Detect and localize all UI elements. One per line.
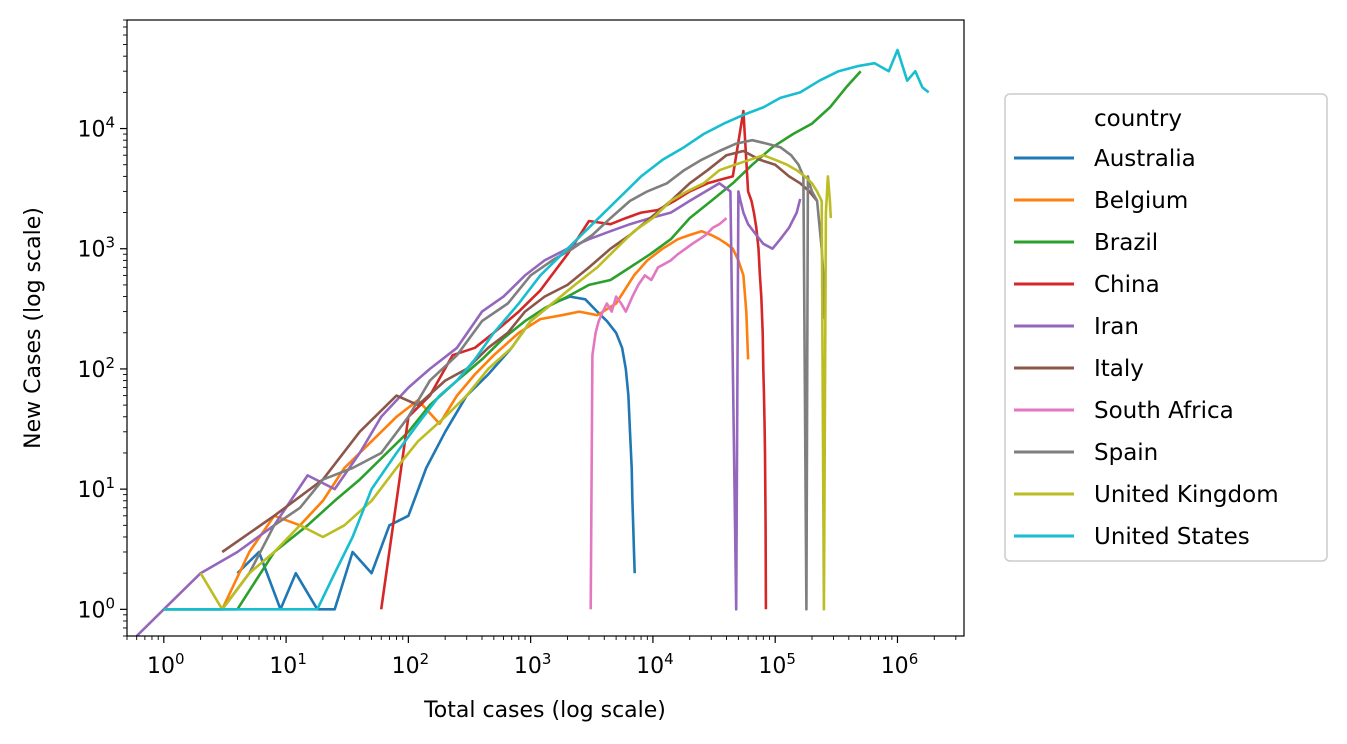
series-line-italy	[221, 149, 819, 554]
x-axis: 100 101 102 103 104 105 106	[126, 636, 957, 679]
y-tick-label: 104	[77, 114, 115, 143]
series-layer	[135, 48, 930, 636]
legend-label-italy: Italy	[1094, 356, 1144, 382]
x-axis-label: Total cases (log scale)	[423, 698, 666, 723]
legend-label-china: China	[1094, 272, 1160, 298]
legend-label-united-states: United States	[1094, 524, 1250, 550]
y-tick-label: 100	[77, 594, 115, 623]
x-tick-label: 100	[147, 650, 185, 679]
series-line-iran	[135, 182, 802, 636]
x-tick-label: 102	[392, 650, 430, 679]
legend-title: country	[1094, 106, 1182, 132]
series-line-spain	[163, 138, 827, 611]
x-tick-label: 105	[758, 650, 796, 679]
legend-frame	[1004, 93, 1328, 562]
y-axis: 100 101 102 103 104	[77, 19, 127, 637]
legend-label-brazil: Brazil	[1094, 230, 1158, 256]
legend: country Australia Belgium Brazil China Iran I…	[1004, 93, 1328, 562]
y-tick-label: 101	[77, 474, 115, 503]
series-line-brazil	[163, 70, 862, 611]
x-tick-label: 101	[269, 650, 307, 679]
x-tick-label: 103	[514, 650, 552, 679]
x-tick-label: 104	[636, 650, 674, 679]
legend-label-south-africa: South Africa	[1094, 398, 1234, 424]
legend-label-australia: Australia	[1094, 146, 1196, 172]
legend-label-iran: Iran	[1094, 314, 1139, 340]
y-axis-label: New Cases (log scale)	[21, 207, 46, 449]
legend-label-united-kingdom: United Kingdom	[1094, 482, 1279, 508]
y-tick-label: 103	[77, 234, 115, 263]
plot-frame	[126, 19, 965, 637]
series-line-united-kingdom	[199, 153, 833, 611]
legend-label-spain: Spain	[1094, 440, 1158, 466]
series-line-united-states	[163, 48, 930, 611]
x-tick-label: 106	[881, 650, 919, 679]
series-line-belgium	[163, 229, 750, 611]
legend-label-belgium: Belgium	[1094, 188, 1188, 214]
y-tick-label: 102	[77, 354, 115, 383]
plot-background	[127, 20, 964, 636]
series-line-china	[379, 109, 768, 610]
series-line-south-africa	[589, 217, 728, 610]
